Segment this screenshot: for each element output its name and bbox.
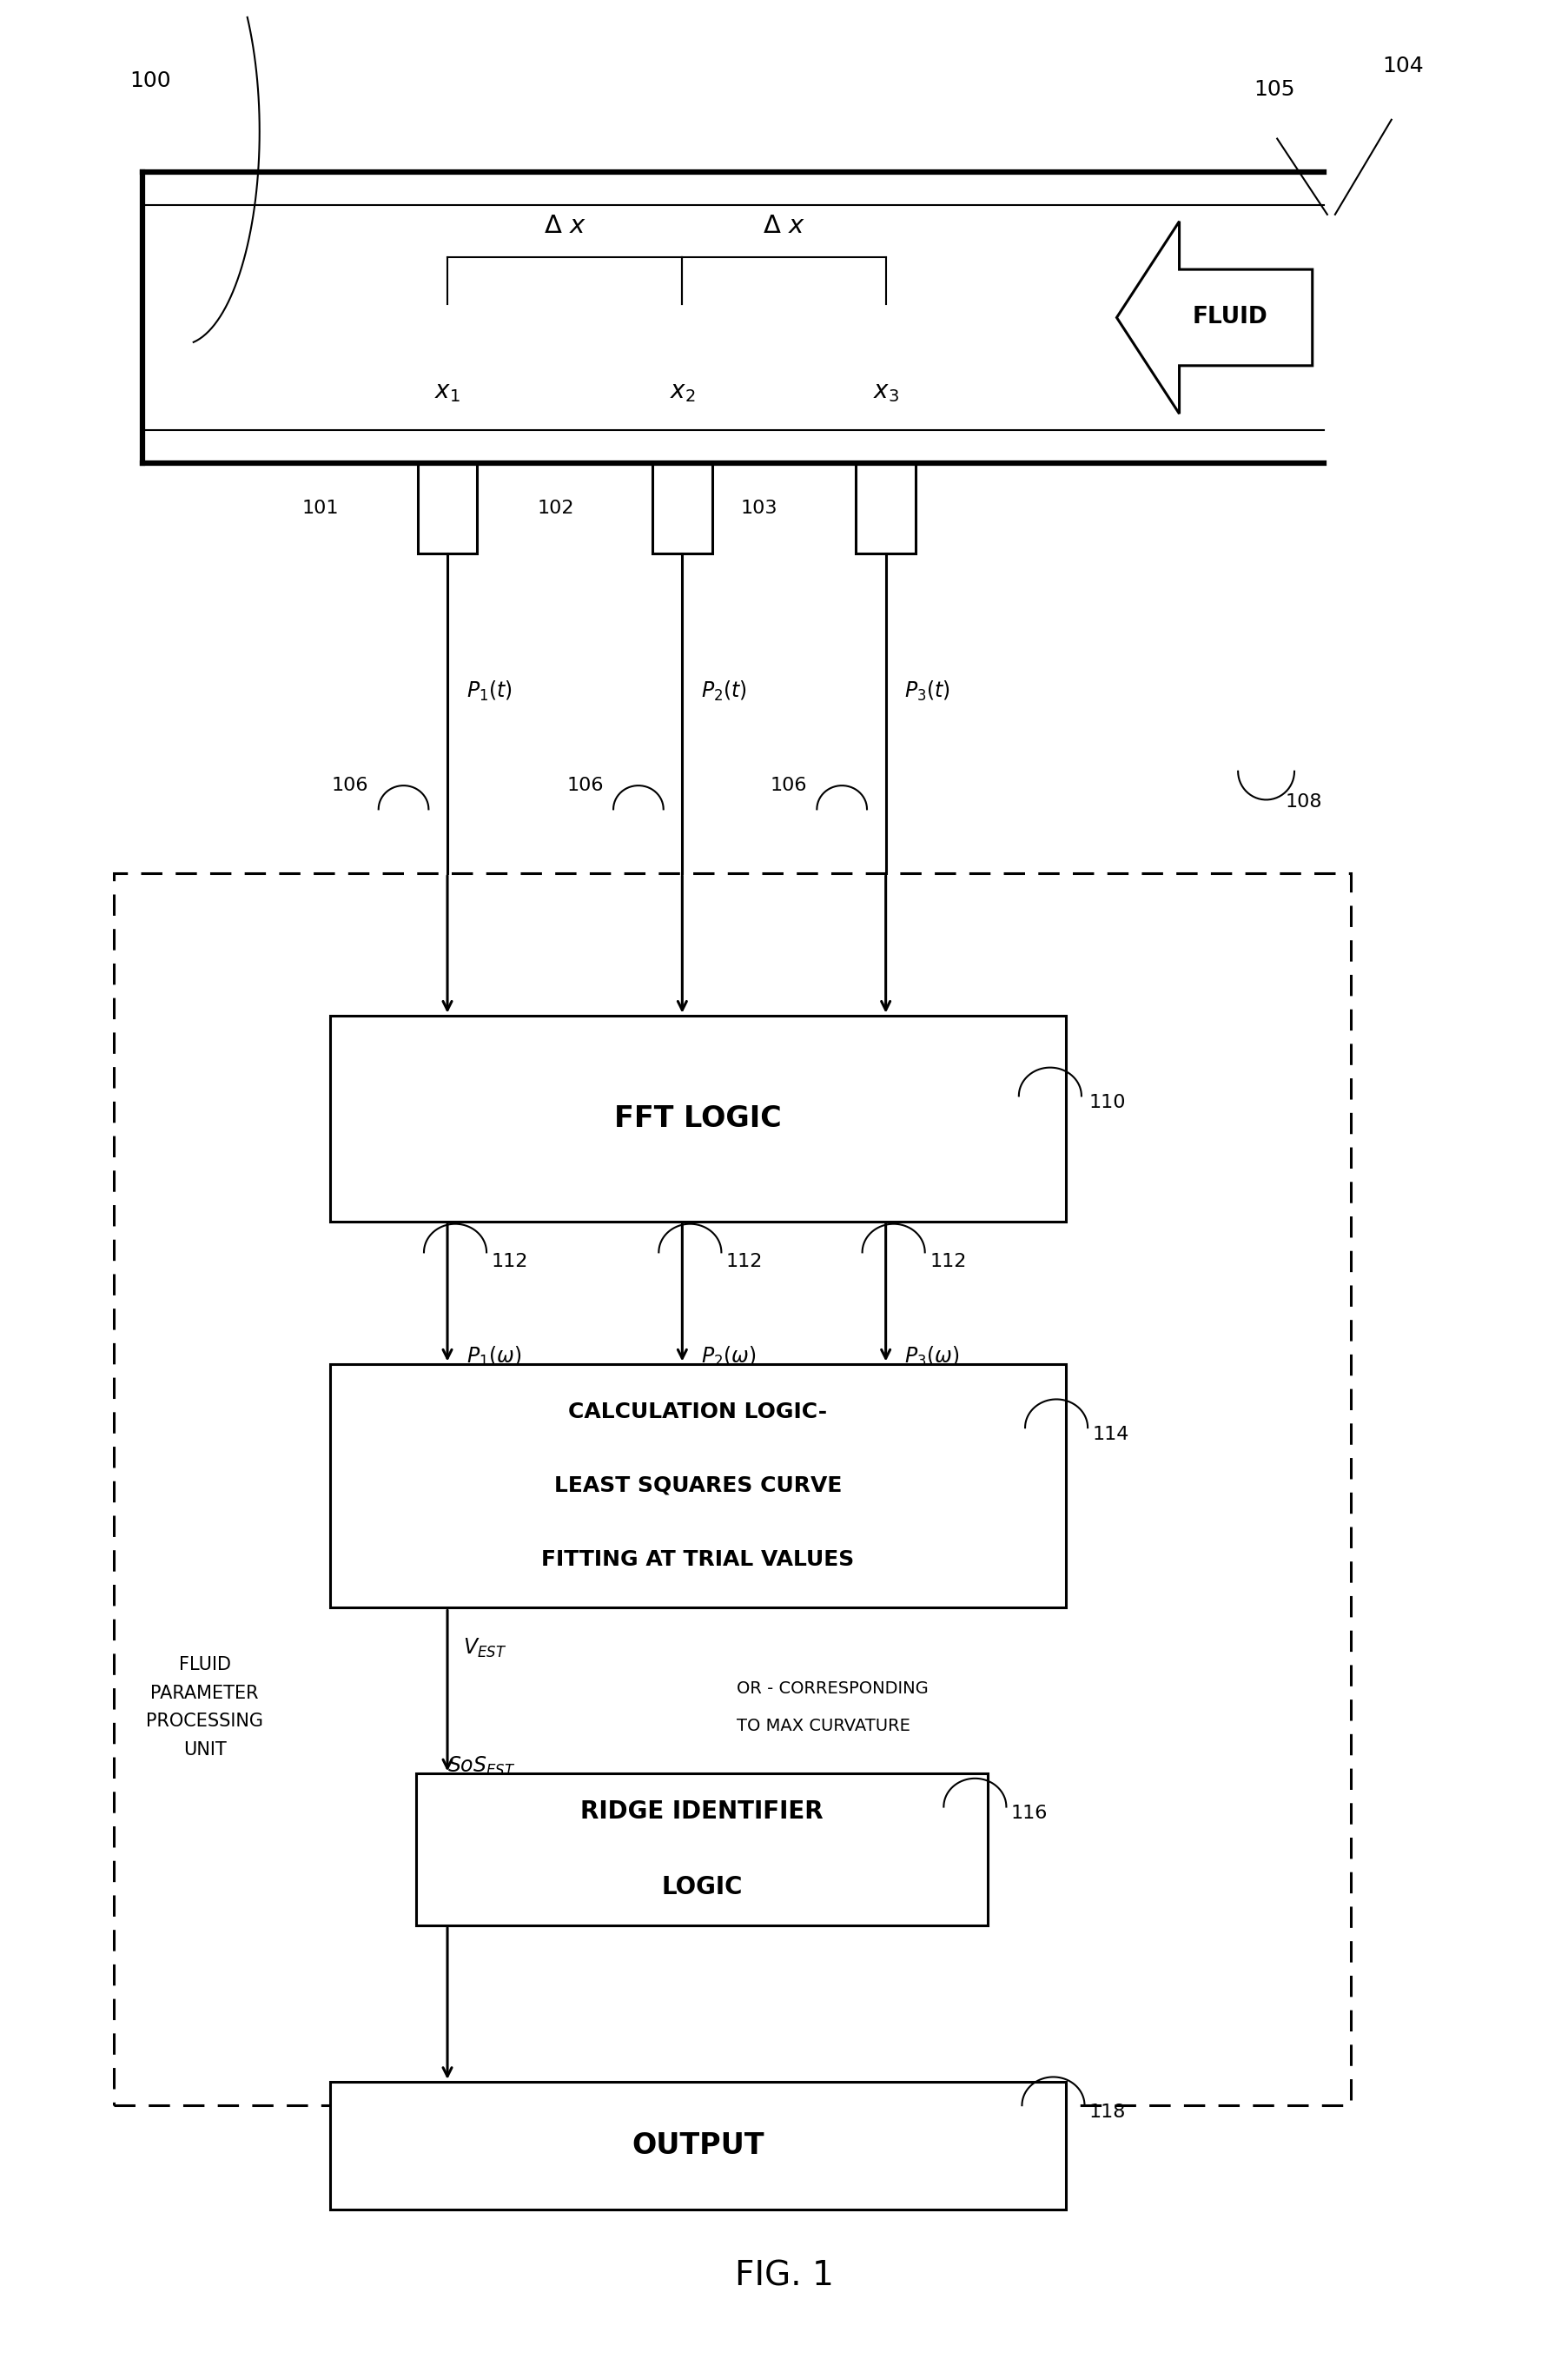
Text: 112: 112: [726, 1252, 764, 1269]
Text: FLUID
PARAMETER
PROCESSING
UNIT: FLUID PARAMETER PROCESSING UNIT: [146, 1656, 263, 1758]
Bar: [114, 873, 1350, 2106]
Text: 112: 112: [930, 1252, 966, 1269]
Bar: [329, 1015, 1066, 1222]
Bar: [416, 1774, 988, 1926]
Text: 104: 104: [1381, 57, 1424, 76]
Text: 101: 101: [303, 500, 339, 517]
Text: LEAST SQUARES CURVE: LEAST SQUARES CURVE: [554, 1475, 842, 1497]
Text: 103: 103: [740, 500, 778, 517]
Bar: [652, 463, 712, 553]
Text: 112: 112: [491, 1252, 528, 1269]
Bar: [329, 2083, 1066, 2211]
Text: 106: 106: [566, 776, 604, 795]
Text: $P_2(\omega)$: $P_2(\omega)$: [701, 1345, 756, 1369]
Text: OUTPUT: OUTPUT: [632, 2132, 764, 2161]
Text: $P_1(\omega)$: $P_1(\omega)$: [466, 1345, 522, 1369]
Text: 100: 100: [130, 71, 171, 90]
Text: 110: 110: [1090, 1093, 1126, 1110]
Text: $V_{EST}$: $V_{EST}$: [463, 1637, 506, 1660]
Text: OR - CORRESPONDING: OR - CORRESPONDING: [737, 1679, 928, 1696]
Text: 106: 106: [332, 776, 368, 795]
Text: $x_2$: $x_2$: [670, 380, 695, 403]
Text: 102: 102: [536, 500, 574, 517]
Text: $P_1(t)$: $P_1(t)$: [466, 678, 513, 702]
Text: 106: 106: [770, 776, 808, 795]
Text: RIDGE IDENTIFIER: RIDGE IDENTIFIER: [580, 1800, 823, 1824]
Text: FFT LOGIC: FFT LOGIC: [615, 1103, 781, 1134]
Text: $SoS_{EST}$: $SoS_{EST}$: [447, 1755, 516, 1779]
Text: $\Delta$ x: $\Delta$ x: [544, 213, 586, 237]
Bar: [856, 463, 916, 553]
Text: $P_3(\omega)$: $P_3(\omega)$: [905, 1345, 960, 1369]
Text: $x_3$: $x_3$: [873, 380, 898, 403]
Text: 114: 114: [1093, 1426, 1129, 1442]
Text: FLUID: FLUID: [1193, 306, 1269, 330]
Text: FIG. 1: FIG. 1: [734, 2261, 834, 2291]
Bar: [417, 463, 477, 553]
Text: 105: 105: [1254, 81, 1295, 100]
Polygon shape: [1116, 221, 1312, 413]
Text: $\Delta$ x: $\Delta$ x: [764, 213, 804, 237]
Text: 116: 116: [1011, 1805, 1047, 1822]
Text: CALCULATION LOGIC-: CALCULATION LOGIC-: [569, 1402, 828, 1423]
Bar: [329, 1364, 1066, 1608]
Text: $P_3(t)$: $P_3(t)$: [905, 678, 950, 702]
Text: $x_1$: $x_1$: [434, 380, 461, 403]
Text: FITTING AT TRIAL VALUES: FITTING AT TRIAL VALUES: [541, 1549, 855, 1570]
Text: LOGIC: LOGIC: [662, 1876, 742, 1900]
Text: 108: 108: [1286, 792, 1322, 811]
Text: $P_2(t)$: $P_2(t)$: [701, 678, 746, 702]
Text: TO MAX CURVATURE: TO MAX CURVATURE: [737, 1717, 911, 1734]
Text: 118: 118: [1090, 2104, 1126, 2121]
